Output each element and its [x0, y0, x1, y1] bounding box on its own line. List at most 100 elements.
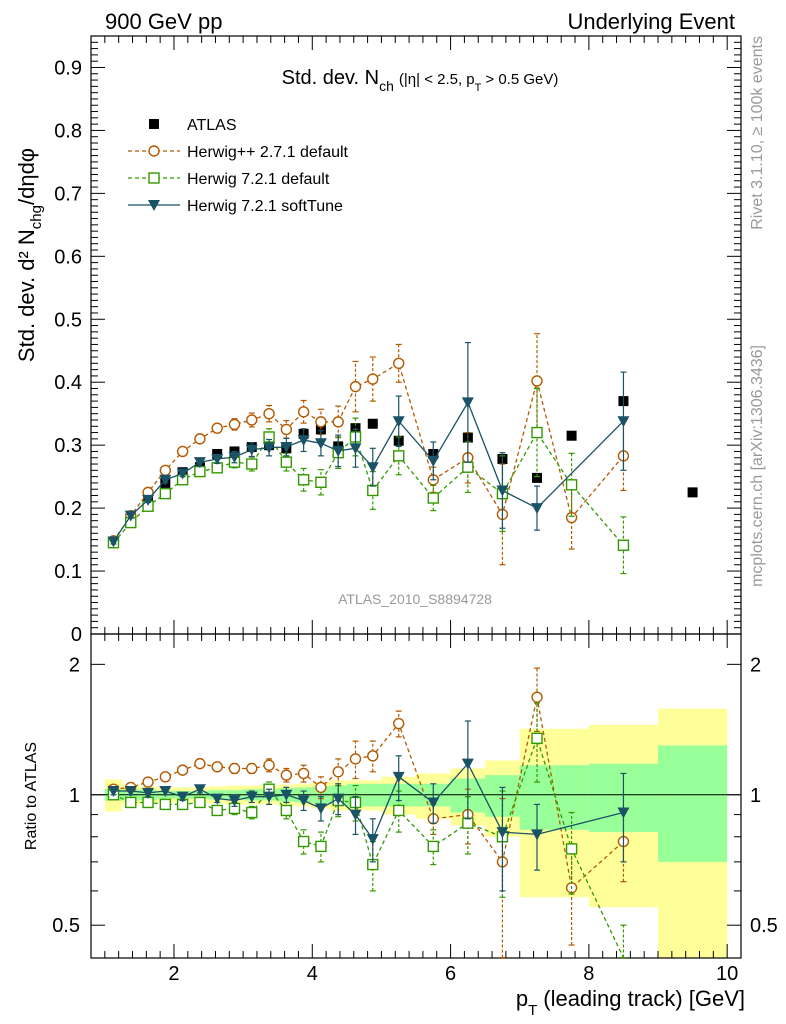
data-point: [142, 787, 155, 799]
stat-uncertainty-band: [658, 745, 728, 862]
series-line: [112, 400, 624, 542]
rivet-version-label: Rivet 3.1.10, ≥ 100k events: [749, 36, 766, 230]
data-point: [565, 843, 578, 855]
data-point: [280, 423, 293, 436]
data-point: [462, 817, 474, 829]
y-tick-label: 0.6: [54, 246, 82, 268]
data-point: [245, 791, 258, 803]
data-point: [332, 445, 345, 457]
y-tick-label: 0.9: [54, 57, 82, 79]
analysis-label: ATLAS_2010_S8894728: [338, 591, 492, 607]
title-text: Std. dev. N: [282, 67, 379, 89]
data-point: [531, 375, 543, 387]
ratio-y-axis-label: Ratio to ATLAS: [23, 742, 40, 850]
data-point: [427, 797, 440, 809]
data-point: [367, 750, 379, 762]
data-point: [142, 776, 154, 788]
data-point: [263, 791, 276, 803]
data-point: [142, 796, 154, 809]
data-point: [142, 494, 155, 506]
title-cut-sub: T: [475, 82, 482, 94]
data-point: [427, 492, 439, 504]
data-point: [427, 840, 439, 853]
main-plot-series: [107, 333, 698, 575]
data-point: [280, 769, 293, 781]
y-tick-label: 0.1: [54, 561, 82, 583]
y-tick-label: 0.8: [54, 120, 82, 142]
data-point: [617, 416, 630, 428]
x-tick-label: 10: [716, 963, 738, 985]
x-tick-label: 8: [583, 963, 594, 985]
data-point: [297, 795, 310, 807]
data-point: [194, 796, 206, 809]
x-axis-label: pT (leading track) [GeV]: [516, 986, 745, 1019]
data-point: [159, 487, 172, 500]
data-point: [297, 435, 310, 447]
data-point: [393, 804, 405, 817]
data-point: [392, 416, 405, 428]
data-point: [211, 793, 224, 805]
data-point: [349, 809, 362, 821]
data-point: [280, 804, 293, 817]
y-tick-label: 0.4: [54, 372, 82, 394]
data-point: [159, 474, 172, 486]
data-point: [246, 806, 258, 819]
svg-text:pT(leading track) [GeV]: pT (leading track) [GeV]: [516, 986, 745, 1019]
ratio-plot-border: [90, 633, 742, 959]
data-point: [176, 445, 189, 458]
ratio-y-tick-label-left: 2: [69, 654, 80, 676]
data-point: [332, 416, 344, 428]
mcplots-label: mcplots.cern.ch [arXiv:1306.3436]: [749, 345, 766, 587]
data-point: [263, 759, 275, 771]
data-point: [280, 789, 293, 801]
data-point: [159, 798, 172, 811]
data-point: [496, 827, 509, 839]
data-point: [228, 762, 241, 775]
data-point: [531, 426, 543, 439]
atlas-data-point: [566, 430, 577, 441]
series-line: [112, 362, 624, 542]
atlas-data-point: [532, 472, 543, 483]
svg-text:Std. dev. Nch(|η| < 2.5, pT> 0: Std. dev. Nch (|η| < 2.5, pT > 0.5 GeV): [282, 67, 559, 94]
data-point: [349, 443, 362, 455]
title-cut: (|η| < 2.5, p: [399, 71, 475, 88]
data-point: [280, 456, 293, 468]
legend-marker: [148, 172, 160, 184]
data-point: [461, 397, 474, 409]
legend-marker: [149, 119, 159, 129]
data-point: [461, 758, 474, 770]
data-point: [617, 539, 630, 551]
data-point: [393, 357, 405, 370]
y-tick-label: 0.3: [54, 435, 82, 457]
legend-label: Herwig 7.2.1 default: [187, 171, 330, 188]
data-point: [565, 511, 578, 524]
data-point: [246, 414, 258, 426]
data-point: [297, 474, 310, 486]
data-point: [393, 717, 405, 730]
data-point: [314, 438, 327, 450]
title-sub: ch: [379, 78, 394, 94]
data-point: [211, 454, 224, 466]
data-point: [392, 771, 405, 783]
data-point: [193, 784, 206, 796]
data-point: [263, 442, 276, 454]
data-point: [531, 691, 543, 703]
data-point: [280, 442, 293, 454]
data-point: [193, 457, 206, 469]
data-point: [107, 536, 120, 548]
y-tick-label: 0.5: [54, 309, 82, 331]
ratio-y-tick-label-right: 1: [750, 785, 761, 807]
data-point: [228, 452, 241, 464]
data-point: [159, 464, 172, 477]
data-point: [617, 807, 630, 819]
main-title: Std. dev. Nch (|η| < 2.5, pT > 0.5 GeV): [282, 67, 559, 94]
data-point: [297, 835, 310, 848]
data-point: [314, 803, 327, 815]
data-point: [246, 762, 258, 775]
data-point: [263, 407, 275, 420]
data-point: [315, 781, 327, 794]
data-point: [159, 786, 172, 798]
data-point: [332, 793, 345, 805]
data-point: [176, 791, 189, 803]
data-point: [531, 732, 543, 745]
